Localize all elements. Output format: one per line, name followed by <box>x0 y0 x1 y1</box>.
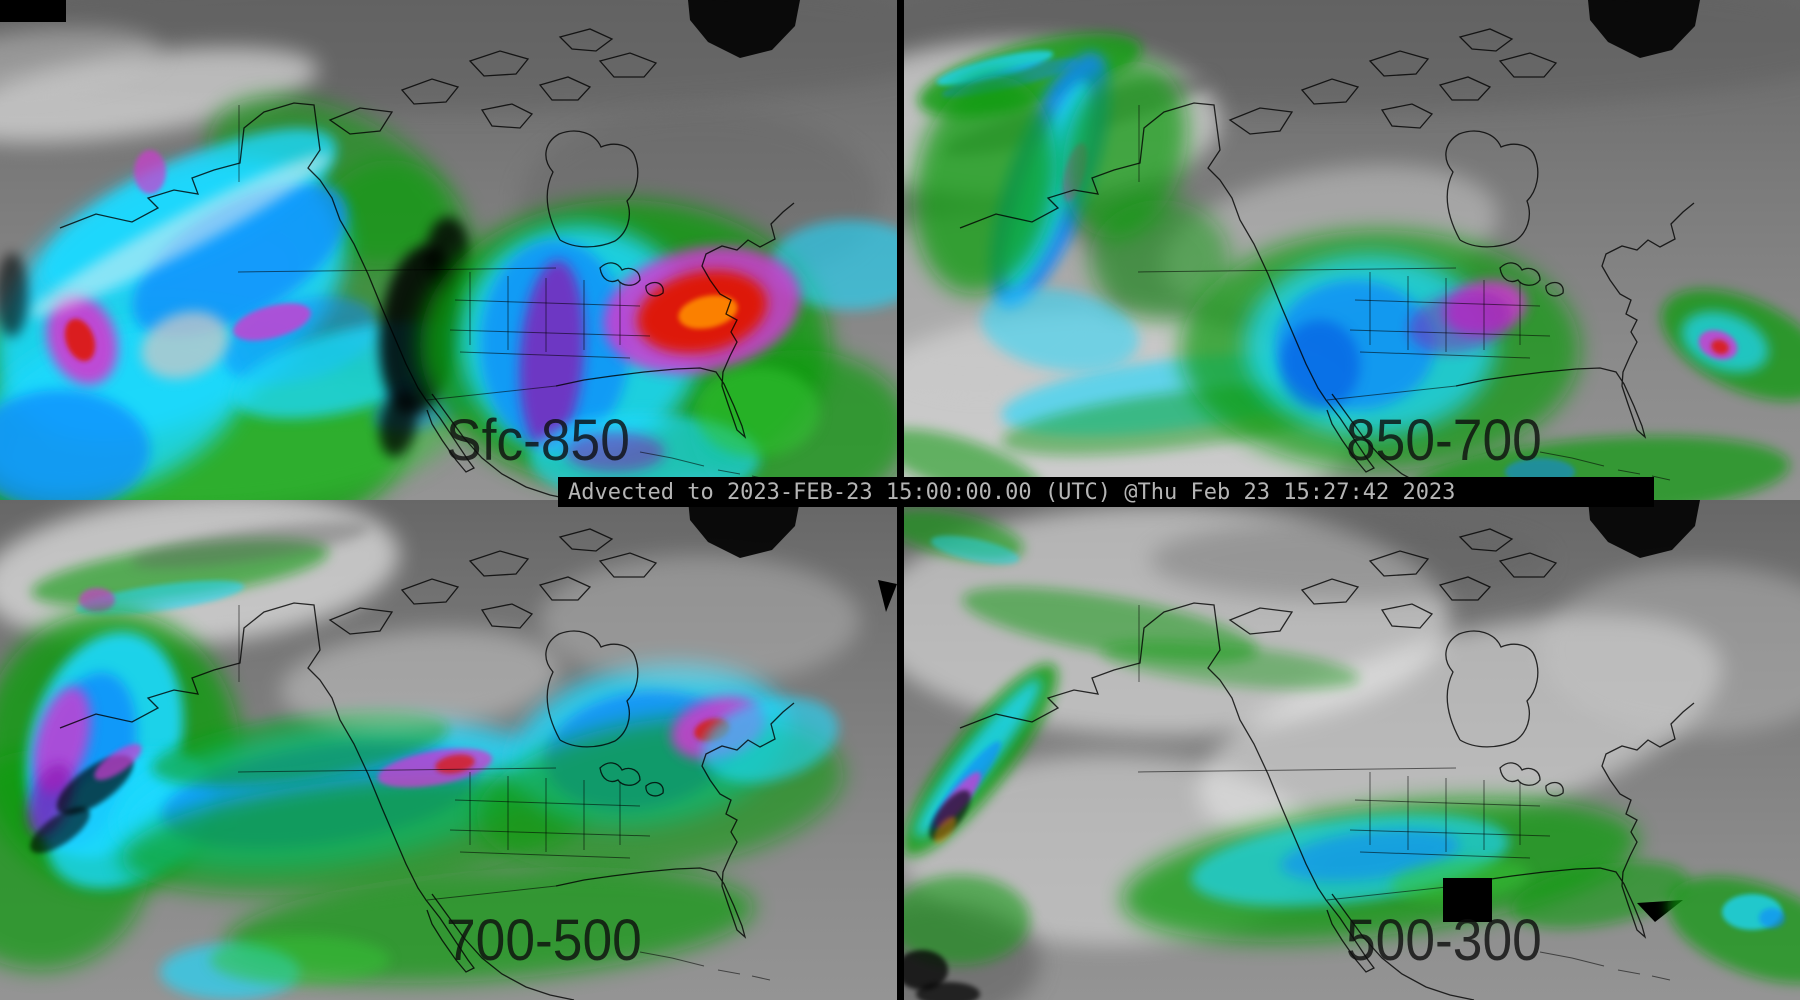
panel-850-700: 850-700 <box>900 0 1800 500</box>
advection-banner: Advected to 2023-FEB-23 15:00:00.00 (UTC… <box>558 477 1654 507</box>
panel-layer-label: 700-500 <box>446 908 642 973</box>
satellite-map-700-500 <box>0 500 900 1000</box>
advection-banner-text: Advected to 2023-FEB-23 15:00:00.00 (UTC… <box>568 479 1456 505</box>
corner-box <box>0 0 66 22</box>
panel-layer-label: Sfc-850 <box>446 408 630 473</box>
satellite-map-sfc-850 <box>0 0 900 500</box>
satellite-map-500-300 <box>900 500 1800 1000</box>
panel-layer-label: 850-700 <box>1346 408 1542 473</box>
panel-700-500: 700-500 <box>0 500 900 1000</box>
satellite-map-850-700 <box>900 0 1800 500</box>
panel-sfc-850: Sfc-850 <box>0 0 900 500</box>
panel-layer-label: 500-300 <box>1346 908 1542 973</box>
panel-500-300: 500-300 <box>900 500 1800 1000</box>
